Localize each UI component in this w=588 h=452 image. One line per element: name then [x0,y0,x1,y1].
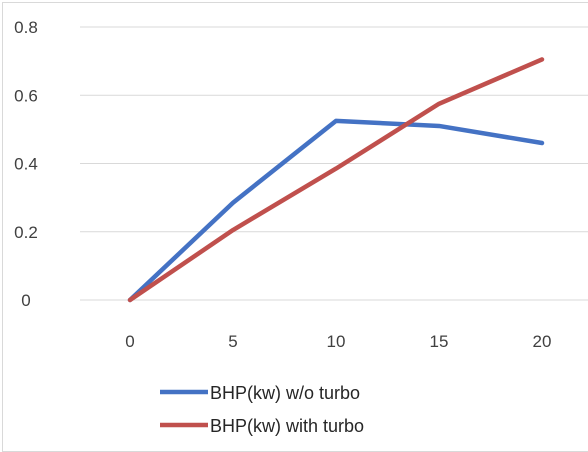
legend-label-2: BHP(kw) with turbo [210,416,364,436]
y-tick-label: 0 [21,291,30,310]
x-tick-label: 0 [125,332,134,351]
series-line-1 [127,118,545,303]
series-line-2 [127,57,545,303]
x-tick-label: 15 [430,332,449,351]
legend-label-1: BHP(kw) w/o turbo [210,383,360,403]
gridlines [80,26,588,301]
y-tick-label: 0.4 [14,155,38,174]
y-axis-ticks: 0 0.2 0.4 0.6 0.8 [14,18,38,310]
y-tick-label: 0.2 [14,223,38,242]
y-tick-label: 0.6 [14,86,38,105]
line-chart: 0 0.2 0.4 0.6 0.8 0 5 10 15 20 BHP(kw) w/o turbo… [14,18,588,436]
y-tick-label: 0.8 [14,18,38,37]
x-tick-label: 10 [327,332,346,351]
series-lines [127,57,545,303]
legend: BHP(kw) w/o turbo BHP(kw) with turbo [160,383,364,436]
x-axis-ticks: 0 5 10 15 20 [125,332,551,351]
x-tick-label: 20 [533,332,552,351]
x-tick-label: 5 [228,332,237,351]
